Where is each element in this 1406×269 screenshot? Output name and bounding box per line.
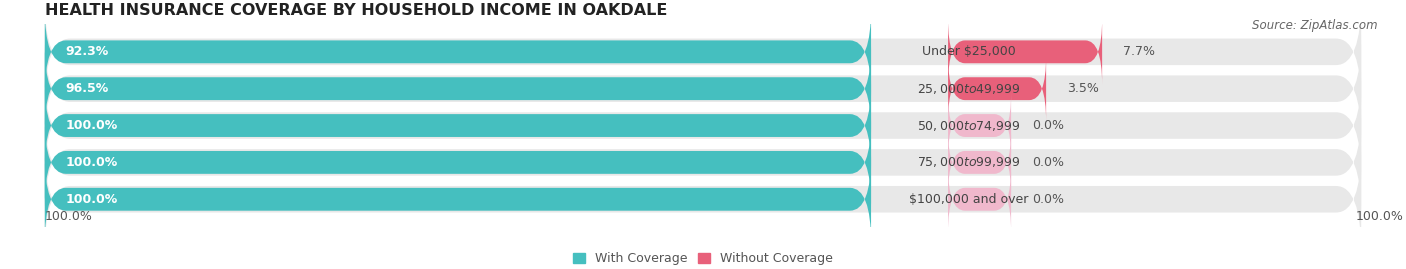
FancyBboxPatch shape [45, 45, 872, 133]
FancyBboxPatch shape [45, 36, 1361, 142]
FancyBboxPatch shape [948, 130, 1011, 195]
Text: $50,000 to $74,999: $50,000 to $74,999 [917, 119, 1021, 133]
Text: Source: ZipAtlas.com: Source: ZipAtlas.com [1253, 19, 1378, 32]
Text: 0.0%: 0.0% [1032, 119, 1064, 132]
Text: Under $25,000: Under $25,000 [922, 45, 1017, 58]
FancyBboxPatch shape [45, 0, 1361, 105]
FancyBboxPatch shape [948, 93, 1011, 158]
FancyBboxPatch shape [45, 146, 1361, 252]
FancyBboxPatch shape [45, 72, 1361, 179]
Text: 96.5%: 96.5% [66, 82, 110, 95]
FancyBboxPatch shape [45, 8, 872, 96]
Text: 100.0%: 100.0% [66, 119, 118, 132]
FancyBboxPatch shape [948, 19, 1102, 85]
FancyBboxPatch shape [948, 167, 1011, 232]
FancyBboxPatch shape [45, 82, 872, 169]
Text: $100,000 and over: $100,000 and over [910, 193, 1029, 206]
Text: HEALTH INSURANCE COVERAGE BY HOUSEHOLD INCOME IN OAKDALE: HEALTH INSURANCE COVERAGE BY HOUSEHOLD I… [45, 3, 668, 18]
Text: 0.0%: 0.0% [1032, 156, 1064, 169]
Text: $25,000 to $49,999: $25,000 to $49,999 [917, 82, 1021, 96]
Text: 100.0%: 100.0% [66, 193, 118, 206]
Text: 100.0%: 100.0% [66, 156, 118, 169]
Text: 7.7%: 7.7% [1123, 45, 1156, 58]
FancyBboxPatch shape [45, 109, 1361, 215]
Text: 92.3%: 92.3% [66, 45, 110, 58]
Text: 100.0%: 100.0% [45, 210, 93, 223]
Text: 3.5%: 3.5% [1067, 82, 1099, 95]
Text: $75,000 to $99,999: $75,000 to $99,999 [917, 155, 1021, 169]
Legend: With Coverage, Without Coverage: With Coverage, Without Coverage [572, 252, 834, 265]
FancyBboxPatch shape [45, 119, 872, 206]
Text: 0.0%: 0.0% [1032, 193, 1064, 206]
Text: 100.0%: 100.0% [1355, 210, 1403, 223]
FancyBboxPatch shape [948, 56, 1046, 122]
FancyBboxPatch shape [45, 155, 872, 243]
